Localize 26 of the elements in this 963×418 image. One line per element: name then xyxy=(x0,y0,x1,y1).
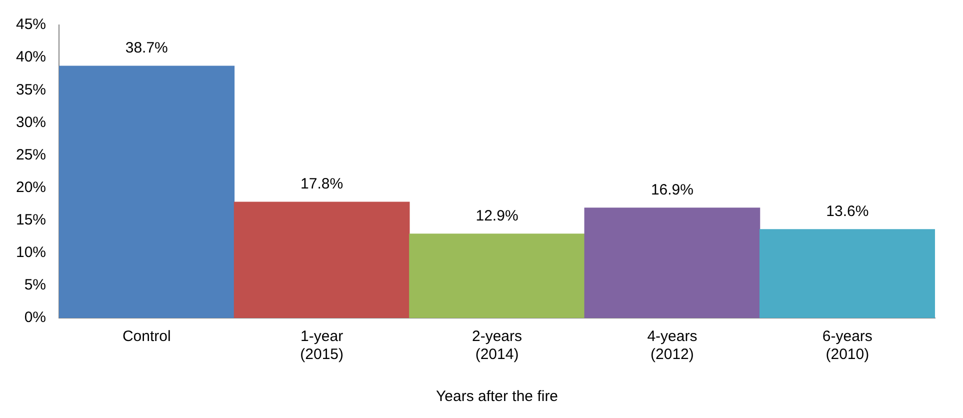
x-tick-label: 2-years (2014) xyxy=(472,328,522,364)
x-axis-title: Years after the fire xyxy=(436,388,558,406)
bar xyxy=(759,229,935,318)
data-label: 13.6% xyxy=(826,203,869,220)
bar xyxy=(234,202,410,318)
x-tick-label: Control xyxy=(122,328,171,346)
y-tick-label: 25% xyxy=(16,146,46,164)
data-label: 16.9% xyxy=(650,182,694,199)
x-tick-label: 4-years (2012) xyxy=(647,328,698,364)
y-tick-label: 45% xyxy=(16,16,46,34)
bar xyxy=(584,208,760,318)
y-tick-label: 30% xyxy=(16,114,46,131)
y-tick-label: 5% xyxy=(24,276,46,294)
y-tick-label: 40% xyxy=(16,48,46,66)
x-tick-label: 6-years (2010) xyxy=(822,328,872,364)
x-tick-label: 1-year (2015) xyxy=(300,328,344,364)
bar xyxy=(409,234,585,318)
bar xyxy=(59,66,235,318)
data-label: 17.8% xyxy=(300,176,344,193)
y-tick-label: 20% xyxy=(16,178,46,196)
y-tick-label: 15% xyxy=(16,211,46,228)
data-label: 38.7% xyxy=(125,40,168,57)
y-tick-label: 10% xyxy=(16,244,46,262)
y-tick-label: 35% xyxy=(16,81,46,98)
y-tick-label: 0% xyxy=(24,309,46,326)
data-label: 12.9% xyxy=(476,208,518,225)
